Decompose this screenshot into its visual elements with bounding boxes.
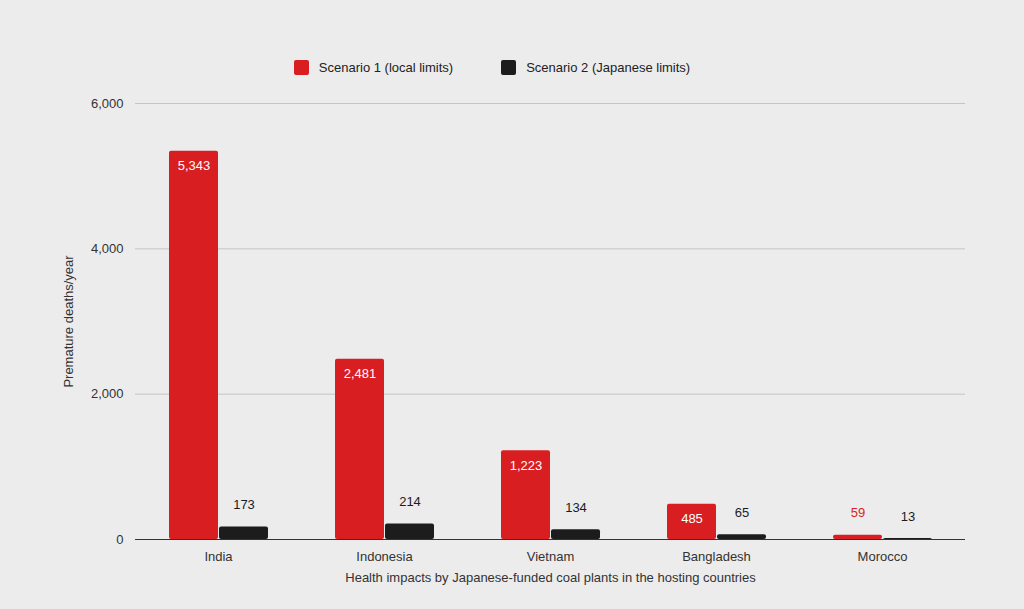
html-text:Scenario 1 (local limits): Scenario 1 (local limits) xyxy=(318,59,454,75)
svg-text:2,481: 2,481 xyxy=(344,366,377,381)
svg-text:13: 13 xyxy=(901,509,915,524)
svg-text:Bangladesh: Bangladesh xyxy=(682,549,751,564)
svg-text:2,000: 2,000 xyxy=(91,386,124,401)
svg-text:65: 65 xyxy=(735,505,749,520)
svg-text:Health impacts by Japanese-fun: Health impacts by Japanese-funded coal p… xyxy=(345,570,756,585)
svg-text:India: India xyxy=(204,549,233,564)
svg-text:214: 214 xyxy=(399,494,421,509)
svg-text:4,000: 4,000 xyxy=(91,241,124,256)
svg-text:1,223: 1,223 xyxy=(510,458,543,473)
svg-text:173: 173 xyxy=(233,497,255,512)
svg-text:5,343: 5,343 xyxy=(178,158,211,173)
svg-text:59: 59 xyxy=(851,505,865,520)
svg-text:0: 0 xyxy=(116,532,123,547)
svg-text:Indonesia: Indonesia xyxy=(356,549,413,564)
html-text:Scenario 2 (Japanese limits): Scenario 2 (Japanese limits) xyxy=(526,59,691,75)
svg-text:Premature deaths/year: Premature deaths/year xyxy=(61,255,76,388)
svg-text:6,000: 6,000 xyxy=(91,96,124,111)
svg-text:485: 485 xyxy=(681,511,703,526)
svg-text:Morocco: Morocco xyxy=(858,549,908,564)
svg-text:134: 134 xyxy=(565,500,587,515)
svg-text:Vietnam: Vietnam xyxy=(527,549,574,564)
